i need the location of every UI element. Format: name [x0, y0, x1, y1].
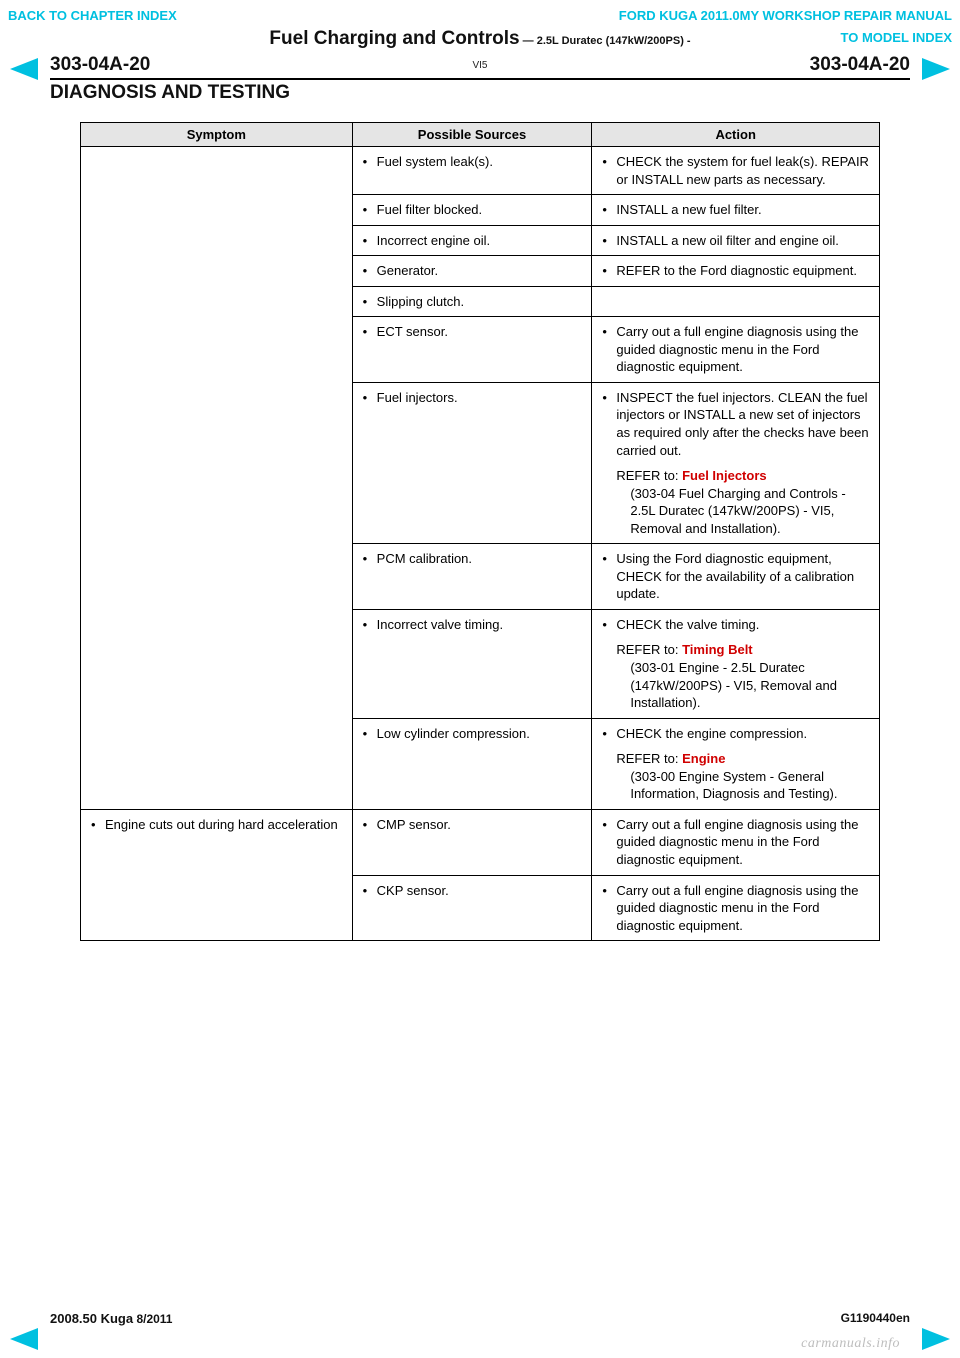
source-text: Low cylinder compression.	[361, 725, 584, 743]
refer-prefix: REFER to:	[616, 642, 682, 657]
action-cell: INSTALL a new fuel filter.	[592, 195, 880, 226]
refer-suffix: (303-01 Engine - 2.5L Duratec (147kW/200…	[616, 659, 871, 712]
source-text: Incorrect valve timing.	[361, 616, 584, 634]
source-text: Fuel system leak(s).	[361, 153, 584, 171]
action-cell: REFER to the Ford diagnostic equipment.	[592, 256, 880, 287]
source-cell: Generator.	[352, 256, 592, 287]
action-text: Using the Ford diagnostic equipment, CHE…	[600, 550, 871, 603]
action-cell: Carry out a full engine diagnosis using …	[592, 317, 880, 383]
refer-prefix: REFER to:	[616, 468, 682, 483]
diagnosis-title: DIAGNOSIS AND TESTING	[50, 82, 910, 104]
page-header: Fuel Charging and Controls — 2.5L Durate…	[50, 28, 910, 104]
diagnosis-table: Symptom Possible Sources Action Fuel sys…	[80, 122, 880, 941]
footer-left: 2008.50 Kuga 8/2011	[50, 1311, 172, 1326]
manual-title-link[interactable]: FORD KUGA 2011.0MY WORKSHOP REPAIR MANUA…	[619, 8, 952, 23]
footer-left-small: 8/2011	[133, 1312, 172, 1326]
source-text: Fuel filter blocked.	[361, 201, 584, 219]
action-text: INSTALL a new fuel filter.	[600, 201, 871, 219]
source-cell: CMP sensor.	[352, 809, 592, 875]
action-text: INSPECT the fuel injectors. CLEAN the fu…	[600, 389, 871, 459]
action-text: INSTALL a new oil filter and engine oil.	[600, 232, 871, 250]
source-cell: Fuel filter blocked.	[352, 195, 592, 226]
action-text: REFER to the Ford diagnostic equipment.	[600, 262, 871, 280]
col-sources-header: Possible Sources	[352, 123, 592, 147]
refer-link-engine[interactable]: Engine	[682, 751, 725, 766]
header-rule	[50, 78, 910, 80]
source-cell: Incorrect engine oil.	[352, 225, 592, 256]
action-cell: CHECK the system for fuel leak(s). REPAI…	[592, 147, 880, 195]
refer-suffix: (303-00 Engine System - General Informat…	[616, 768, 871, 803]
symptom-cell: Engine cuts out during hard acceleration	[81, 809, 353, 940]
source-text: Incorrect engine oil.	[361, 232, 584, 250]
action-text: CHECK the system for fuel leak(s). REPAI…	[600, 153, 871, 188]
action-text: CHECK the engine compression.	[600, 725, 871, 743]
refer-block: REFER to: Fuel Injectors (303-04 Fuel Ch…	[600, 467, 871, 537]
col-symptom-header: Symptom	[81, 123, 353, 147]
next-page-arrow-top[interactable]	[922, 58, 950, 80]
source-cell: Slipping clutch.	[352, 286, 592, 317]
action-cell	[592, 286, 880, 317]
source-text: Fuel injectors.	[361, 389, 584, 407]
source-text: CKP sensor.	[361, 882, 584, 900]
source-cell: CKP sensor.	[352, 875, 592, 941]
page-footer: 2008.50 Kuga 8/2011 G1190440en	[50, 1311, 910, 1326]
source-cell: PCM calibration.	[352, 544, 592, 610]
refer-block: REFER to: Engine (303-00 Engine System -…	[600, 750, 871, 803]
action-cell: Carry out a full engine diagnosis using …	[592, 875, 880, 941]
source-text: Slipping clutch.	[361, 293, 584, 311]
action-cell: CHECK the engine compression. REFER to: …	[592, 718, 880, 809]
source-text: PCM calibration.	[361, 550, 584, 568]
source-text: CMP sensor.	[361, 816, 584, 834]
watermark-text: carmanuals.info	[801, 1336, 900, 1351]
action-cell: Carry out a full engine diagnosis using …	[592, 809, 880, 875]
next-page-arrow-bottom[interactable]	[922, 1328, 950, 1350]
action-cell: INSTALL a new oil filter and engine oil.	[592, 225, 880, 256]
section-title-main: Fuel Charging and Controls	[269, 28, 519, 49]
source-cell: Fuel system leak(s).	[352, 147, 592, 195]
prev-page-arrow-top[interactable]	[10, 58, 38, 80]
watermark: carmanuals.info	[801, 1334, 900, 1352]
back-to-chapter-link[interactable]: BACK TO CHAPTER INDEX	[8, 8, 177, 23]
footer-right: G1190440en	[841, 1311, 910, 1326]
section-code-row: 303-04A-20 VI5 303-04A-20	[50, 54, 910, 76]
action-cell: Using the Ford diagnostic equipment, CHE…	[592, 544, 880, 610]
refer-link-timing-belt[interactable]: Timing Belt	[682, 642, 753, 657]
refer-suffix: (303-04 Fuel Charging and Controls - 2.5…	[616, 485, 871, 538]
section-title-sub: — 2.5L Duratec (147kW/200PS) -	[520, 35, 691, 47]
action-text: Carry out a full engine diagnosis using …	[600, 323, 871, 376]
action-text: CHECK the valve timing.	[600, 616, 871, 634]
source-text: ECT sensor.	[361, 323, 584, 341]
source-text: Generator.	[361, 262, 584, 280]
refer-block: REFER to: Timing Belt (303-01 Engine - 2…	[600, 641, 871, 711]
action-text: Carry out a full engine diagnosis using …	[600, 882, 871, 935]
source-cell: Incorrect valve timing.	[352, 609, 592, 718]
diagnosis-table-wrap: Symptom Possible Sources Action Fuel sys…	[80, 122, 880, 941]
col-action-header: Action	[592, 123, 880, 147]
source-cell: ECT sensor.	[352, 317, 592, 383]
action-text: Carry out a full engine diagnosis using …	[600, 816, 871, 869]
section-code-right: 303-04A-20	[810, 54, 910, 76]
prev-page-arrow-bottom[interactable]	[10, 1328, 38, 1350]
source-cell: Low cylinder compression.	[352, 718, 592, 809]
refer-link-fuel-injectors[interactable]: Fuel Injectors	[682, 468, 767, 483]
section-code-left: 303-04A-20	[50, 54, 150, 76]
action-cell: CHECK the valve timing. REFER to: Timing…	[592, 609, 880, 718]
symptom-text: Engine cuts out during hard acceleration	[89, 816, 344, 834]
footer-left-bold: 2008.50 Kuga	[50, 1311, 133, 1326]
section-title: Fuel Charging and Controls — 2.5L Durate…	[50, 28, 910, 50]
action-cell: INSPECT the fuel injectors. CLEAN the fu…	[592, 382, 880, 543]
source-cell: Fuel injectors.	[352, 382, 592, 543]
section-code-mid: VI5	[472, 60, 487, 71]
symptom-cell-empty	[81, 147, 353, 810]
refer-prefix: REFER to:	[616, 751, 682, 766]
